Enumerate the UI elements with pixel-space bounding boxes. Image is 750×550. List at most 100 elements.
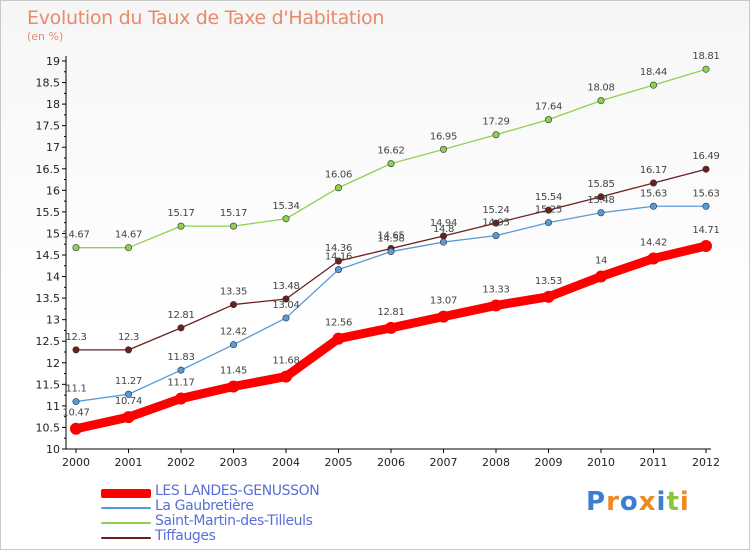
series-2-data-label: 15.17 <box>167 208 194 219</box>
series-1-point <box>334 266 342 274</box>
y-tick-label: 10.5 <box>36 421 61 434</box>
y-axis-unit: (en %) <box>27 30 64 43</box>
series-0-point <box>175 392 187 405</box>
legend-swatch <box>101 522 151 524</box>
logo-letter: i <box>679 487 690 517</box>
series-0-data-label: 14.71 <box>692 225 719 236</box>
series-0-data-label: 11.68 <box>272 356 299 367</box>
x-tick-label: 2010 <box>587 456 615 469</box>
y-tick-label: 16.5 <box>36 163 61 176</box>
series-3-data-label: 12.3 <box>65 332 86 343</box>
series-2-point <box>649 81 657 89</box>
y-tick-label: 18.5 <box>36 77 61 90</box>
series-3-point <box>334 257 342 265</box>
legend-label: Saint-Martin-des-Tilleuls <box>155 513 313 529</box>
series-2-point <box>439 145 447 153</box>
legend-label: LES LANDES-GENUSSON <box>155 483 320 499</box>
series-1-data-label: 11.83 <box>167 352 194 363</box>
series-3-point <box>125 346 133 354</box>
legend-swatch <box>101 537 151 539</box>
line-chart: 10 10.5 11 11.5 12 12.5 13 13.5 14 14.5 15 15.5 16 16… <box>36 51 721 469</box>
legend-label: La Gaubretière <box>155 498 254 514</box>
series-0-point <box>595 270 607 283</box>
series-0-data-label: 11.45 <box>220 365 247 376</box>
series-1-data-label: 14.16 <box>325 252 352 263</box>
series-2-point <box>334 184 342 192</box>
series-3-point <box>492 219 500 227</box>
series-0-point <box>647 252 660 265</box>
series-3-data-label: 13.48 <box>272 281 299 292</box>
series-1-point <box>125 390 133 398</box>
series-0-data-label: 10.47 <box>62 408 89 419</box>
series-2-point <box>230 222 238 230</box>
series-0-point <box>332 332 345 345</box>
series-3-point <box>597 193 605 201</box>
x-tick-label: 2002 <box>167 456 195 469</box>
series-1-point <box>492 232 500 240</box>
logo-letter: o <box>619 487 639 517</box>
series-2-point <box>125 244 133 252</box>
x-tick-label: 2001 <box>115 456 143 469</box>
series-0-data-label: 12.81 <box>377 307 404 318</box>
series-2-data-label: 17.29 <box>482 117 509 128</box>
y-tick-label: 15 <box>46 227 60 240</box>
y-tick-label: 10 <box>46 443 60 456</box>
series-2-data-label: 15.34 <box>272 201 299 212</box>
x-tick-label: 2012 <box>692 456 720 469</box>
y-tick-label: 19 <box>46 55 60 68</box>
x-tick-label: 2009 <box>535 456 563 469</box>
series-3-data-label: 14.94 <box>430 218 457 229</box>
logo-letter: x <box>638 487 657 517</box>
series-3-data-label: 15.85 <box>587 179 614 190</box>
series-2-point <box>492 131 500 139</box>
series-0-point <box>280 370 292 383</box>
series-0-point <box>542 290 555 303</box>
series-2-data-label: 17.64 <box>535 102 562 113</box>
series-2-data-label: 16.95 <box>430 131 457 142</box>
logo-letter: r <box>606 487 620 517</box>
y-tick-label: 13.5 <box>36 292 61 305</box>
x-tick-label: 2003 <box>220 456 248 469</box>
series-0-point <box>122 411 135 424</box>
series-1-data-label: 13.04 <box>272 300 299 311</box>
series-2-point <box>387 160 395 168</box>
series-line-2 <box>75 68 707 249</box>
series-0-point <box>700 239 712 252</box>
y-tick-label: 12 <box>46 357 60 370</box>
series-2-point <box>177 222 185 230</box>
x-tick-label: 2011 <box>640 456 668 469</box>
legend-swatch <box>101 488 151 498</box>
series-3-data-label: 12.81 <box>167 310 194 321</box>
y-tick-label: 12.5 <box>36 335 61 348</box>
series-1-data-label: 15.63 <box>692 188 719 199</box>
logo-letter: i <box>656 487 667 517</box>
y-tick-label: 17 <box>46 141 60 154</box>
series-3-data-label: 14.65 <box>377 231 404 242</box>
series-1-data-label: 14.58 <box>377 234 404 245</box>
series-line-0 <box>71 241 711 434</box>
y-tick-label: 11 <box>46 400 60 413</box>
series-2-point <box>544 116 552 124</box>
series-1-data-label: 15.48 <box>587 195 614 206</box>
series-1-point <box>282 314 290 322</box>
series-0-point <box>70 422 82 435</box>
series-0-point <box>437 310 450 323</box>
series-1-point <box>702 202 710 210</box>
x-tick-label: 2007 <box>430 456 458 469</box>
series-3-point <box>282 295 290 303</box>
series-0-data-label: 13.53 <box>535 276 562 287</box>
series-1-point <box>439 238 447 246</box>
series-0-data-label: 13.33 <box>482 284 509 295</box>
x-tick-label: 2005 <box>325 456 353 469</box>
x-tick-label: 2004 <box>272 456 300 469</box>
series-1-data-label: 14.95 <box>482 218 509 229</box>
legend-swatch <box>101 507 151 509</box>
series-0-point <box>227 380 240 393</box>
series-0-point <box>385 321 397 334</box>
x-tick-label: 2000 <box>62 456 90 469</box>
series-3-data-label: 14.36 <box>325 243 352 254</box>
logo-letter: t <box>666 487 680 517</box>
y-tick-label: 18 <box>46 98 60 111</box>
series-1-point <box>230 341 238 349</box>
